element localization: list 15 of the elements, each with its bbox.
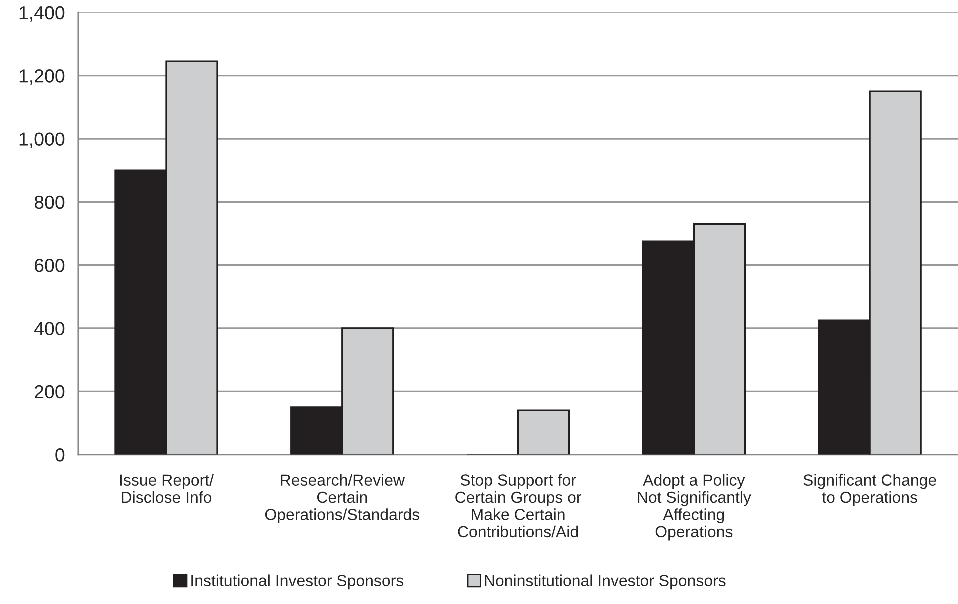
x-tick-label: Issue Report/ Disclose Info [120, 474, 214, 504]
y-tick-label: 1,200 [20, 70, 65, 86]
y-tick-label: 200 [35, 385, 65, 399]
y-tick-label: 600 [35, 259, 65, 272]
x-tick-label: Significant Change to Operations [804, 474, 936, 506]
y-tick-label: 400 [34, 322, 65, 336]
x-tick-label: Adopt a Policy Not Significantly Affecting Operations [638, 474, 752, 541]
legend-label: Noninstitutional Investor Sponsors [485, 574, 726, 590]
y-tick-label: 800 [34, 196, 65, 210]
x-tick-label: Research/Review Certain Operations/Standards [265, 474, 420, 524]
y-tick-label: 1,000 [20, 132, 65, 148]
legend-label: Institutional Investor Sponsors [192, 574, 404, 590]
y-tick-label: 1,400 [20, 6, 65, 22]
y-tick-label: 0 [56, 448, 65, 462]
x-tick-label: Stop Support for Certain Groups or Make Certain Contributions/Aid [456, 474, 582, 538]
